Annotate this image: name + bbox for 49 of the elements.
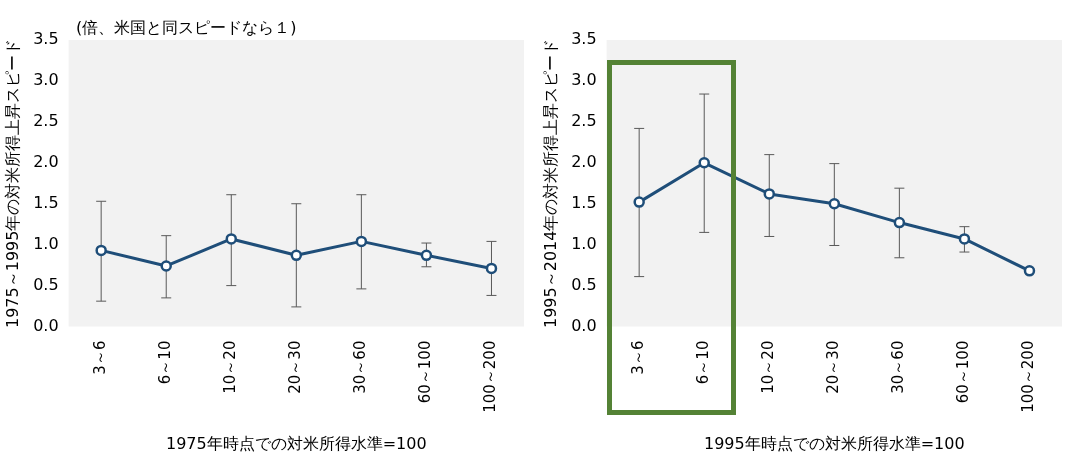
y-tick-label: 2.5 [33, 111, 59, 131]
y-tick-label: 3.5 [33, 29, 59, 49]
point [763, 188, 776, 200]
point [828, 197, 841, 210]
point [355, 235, 368, 248]
point [1023, 265, 1036, 277]
y-tick-label: 1.0 [33, 233, 59, 253]
y-tick-label: 0.0 [33, 315, 59, 335]
y-tick-label: 2.0 [33, 151, 59, 171]
x-tick-label: 60～100 [416, 340, 435, 404]
x-tick-label: 10～20 [759, 340, 778, 394]
x-tick-label: 30～60 [889, 340, 908, 394]
y-tick-label: 0.5 [33, 274, 59, 294]
point [698, 157, 710, 169]
x-tick-label: 60～100 [954, 340, 973, 404]
point [893, 216, 906, 229]
y-tick-label: 1.5 [571, 192, 597, 212]
y-tick-label: 3.0 [571, 70, 597, 90]
x-tick-label: 6～10 [694, 340, 713, 385]
y-tick-label: 2.5 [571, 111, 597, 131]
x-tick-label: 20～30 [824, 340, 843, 394]
x-tick-label: 3～6 [91, 340, 110, 375]
point [633, 196, 645, 208]
point [290, 249, 303, 262]
x-tick-label: 20～30 [286, 340, 305, 394]
x-tick-label: 100～200 [1019, 340, 1038, 413]
x-tick-label: 6～10 [156, 340, 175, 385]
text: (倍、米国と同スピードなら１) [76, 18, 297, 39]
y-tick-label: 0.0 [571, 315, 597, 335]
point [95, 244, 107, 257]
x-axis-title: 1995年時点での対米所得水準=100 [703, 433, 965, 453]
x-axis-title: 1975年時点での対米所得水準=100 [165, 433, 427, 453]
y-tick-label: 3.5 [571, 29, 597, 49]
x-tick-label: 3～6 [629, 340, 648, 375]
point [225, 233, 238, 245]
y-tick-label: 3.0 [33, 70, 59, 90]
y-tick-label: 2.0 [571, 151, 597, 171]
y-tick-label: 0.5 [571, 274, 597, 294]
point [160, 260, 172, 272]
y-tick-label: 1.5 [33, 192, 59, 212]
point [958, 233, 971, 245]
x-tick-label: 30～60 [351, 340, 370, 394]
x-tick-label: 100～200 [481, 340, 500, 413]
y-axis-title: 1975～1995年の対米所得上昇スピード [2, 38, 22, 328]
y-tick-label: 1.0 [571, 233, 597, 253]
point [420, 249, 433, 262]
point [485, 262, 498, 275]
y-axis-title: 1995～2014年の対米所得上昇スピード [540, 38, 560, 328]
x-tick-label: 10～20 [221, 340, 240, 394]
